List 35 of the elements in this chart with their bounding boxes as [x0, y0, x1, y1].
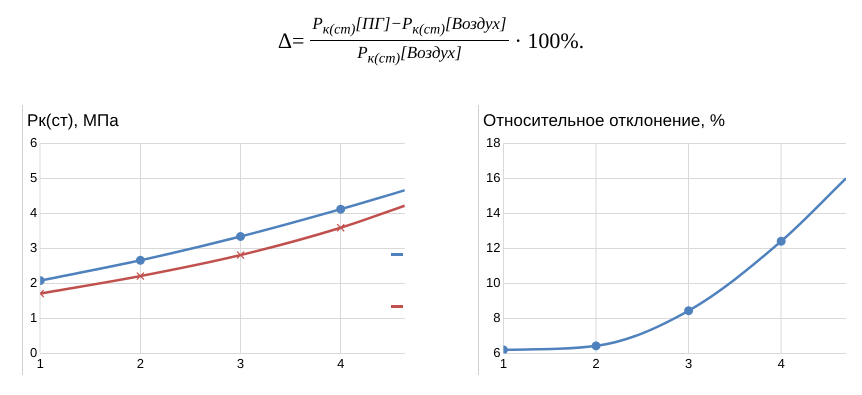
point: [336, 204, 346, 214]
text: Δ=: [278, 28, 304, 54]
y-tick-label: 12: [486, 240, 500, 255]
x-tick-label: 3: [685, 356, 692, 371]
point: [684, 306, 694, 316]
y-tick-label: 6: [30, 134, 38, 150]
x-tick-label: 2: [592, 356, 600, 371]
text: P$_{к(ст)}$[Воздух]: [357, 42, 462, 68]
text: · 100%.: [514, 28, 584, 54]
x-tick-label: 4: [778, 356, 785, 371]
point: [336, 224, 345, 232]
point: [136, 256, 145, 265]
x-tick-label: 3: [236, 356, 244, 371]
y-tick-label: 6: [493, 344, 500, 360]
y-tick-label: 16: [486, 170, 500, 185]
point: [236, 232, 246, 241]
y-tick-label: 1: [30, 310, 38, 325]
x-tick-label: 2: [136, 356, 144, 371]
point: [236, 250, 245, 260]
text: P$_{к(ст)}$[ПГ]−P$_{к(ст)}$[Воздух]: [310, 14, 508, 42]
y-tick-label: 5: [30, 170, 38, 185]
x-tick-label: 4: [337, 356, 344, 371]
chart-title: Относительное отклонение, %: [483, 110, 725, 130]
chart-title: Рк(ст), МПа: [27, 110, 120, 130]
y-tick-label: 18: [486, 134, 500, 150]
point: [776, 236, 786, 246]
point: [592, 341, 601, 350]
y-tick-label: 10: [486, 274, 500, 290]
y-tick-label: 3: [30, 240, 38, 255]
y-tick-label: 0: [30, 344, 38, 360]
y-tick-label: 8: [493, 310, 500, 325]
y-tick-label: 14: [486, 204, 500, 220]
y-tick-label: 4: [30, 204, 38, 220]
point: [136, 272, 145, 280]
y-tick-label: 2: [30, 274, 38, 290]
